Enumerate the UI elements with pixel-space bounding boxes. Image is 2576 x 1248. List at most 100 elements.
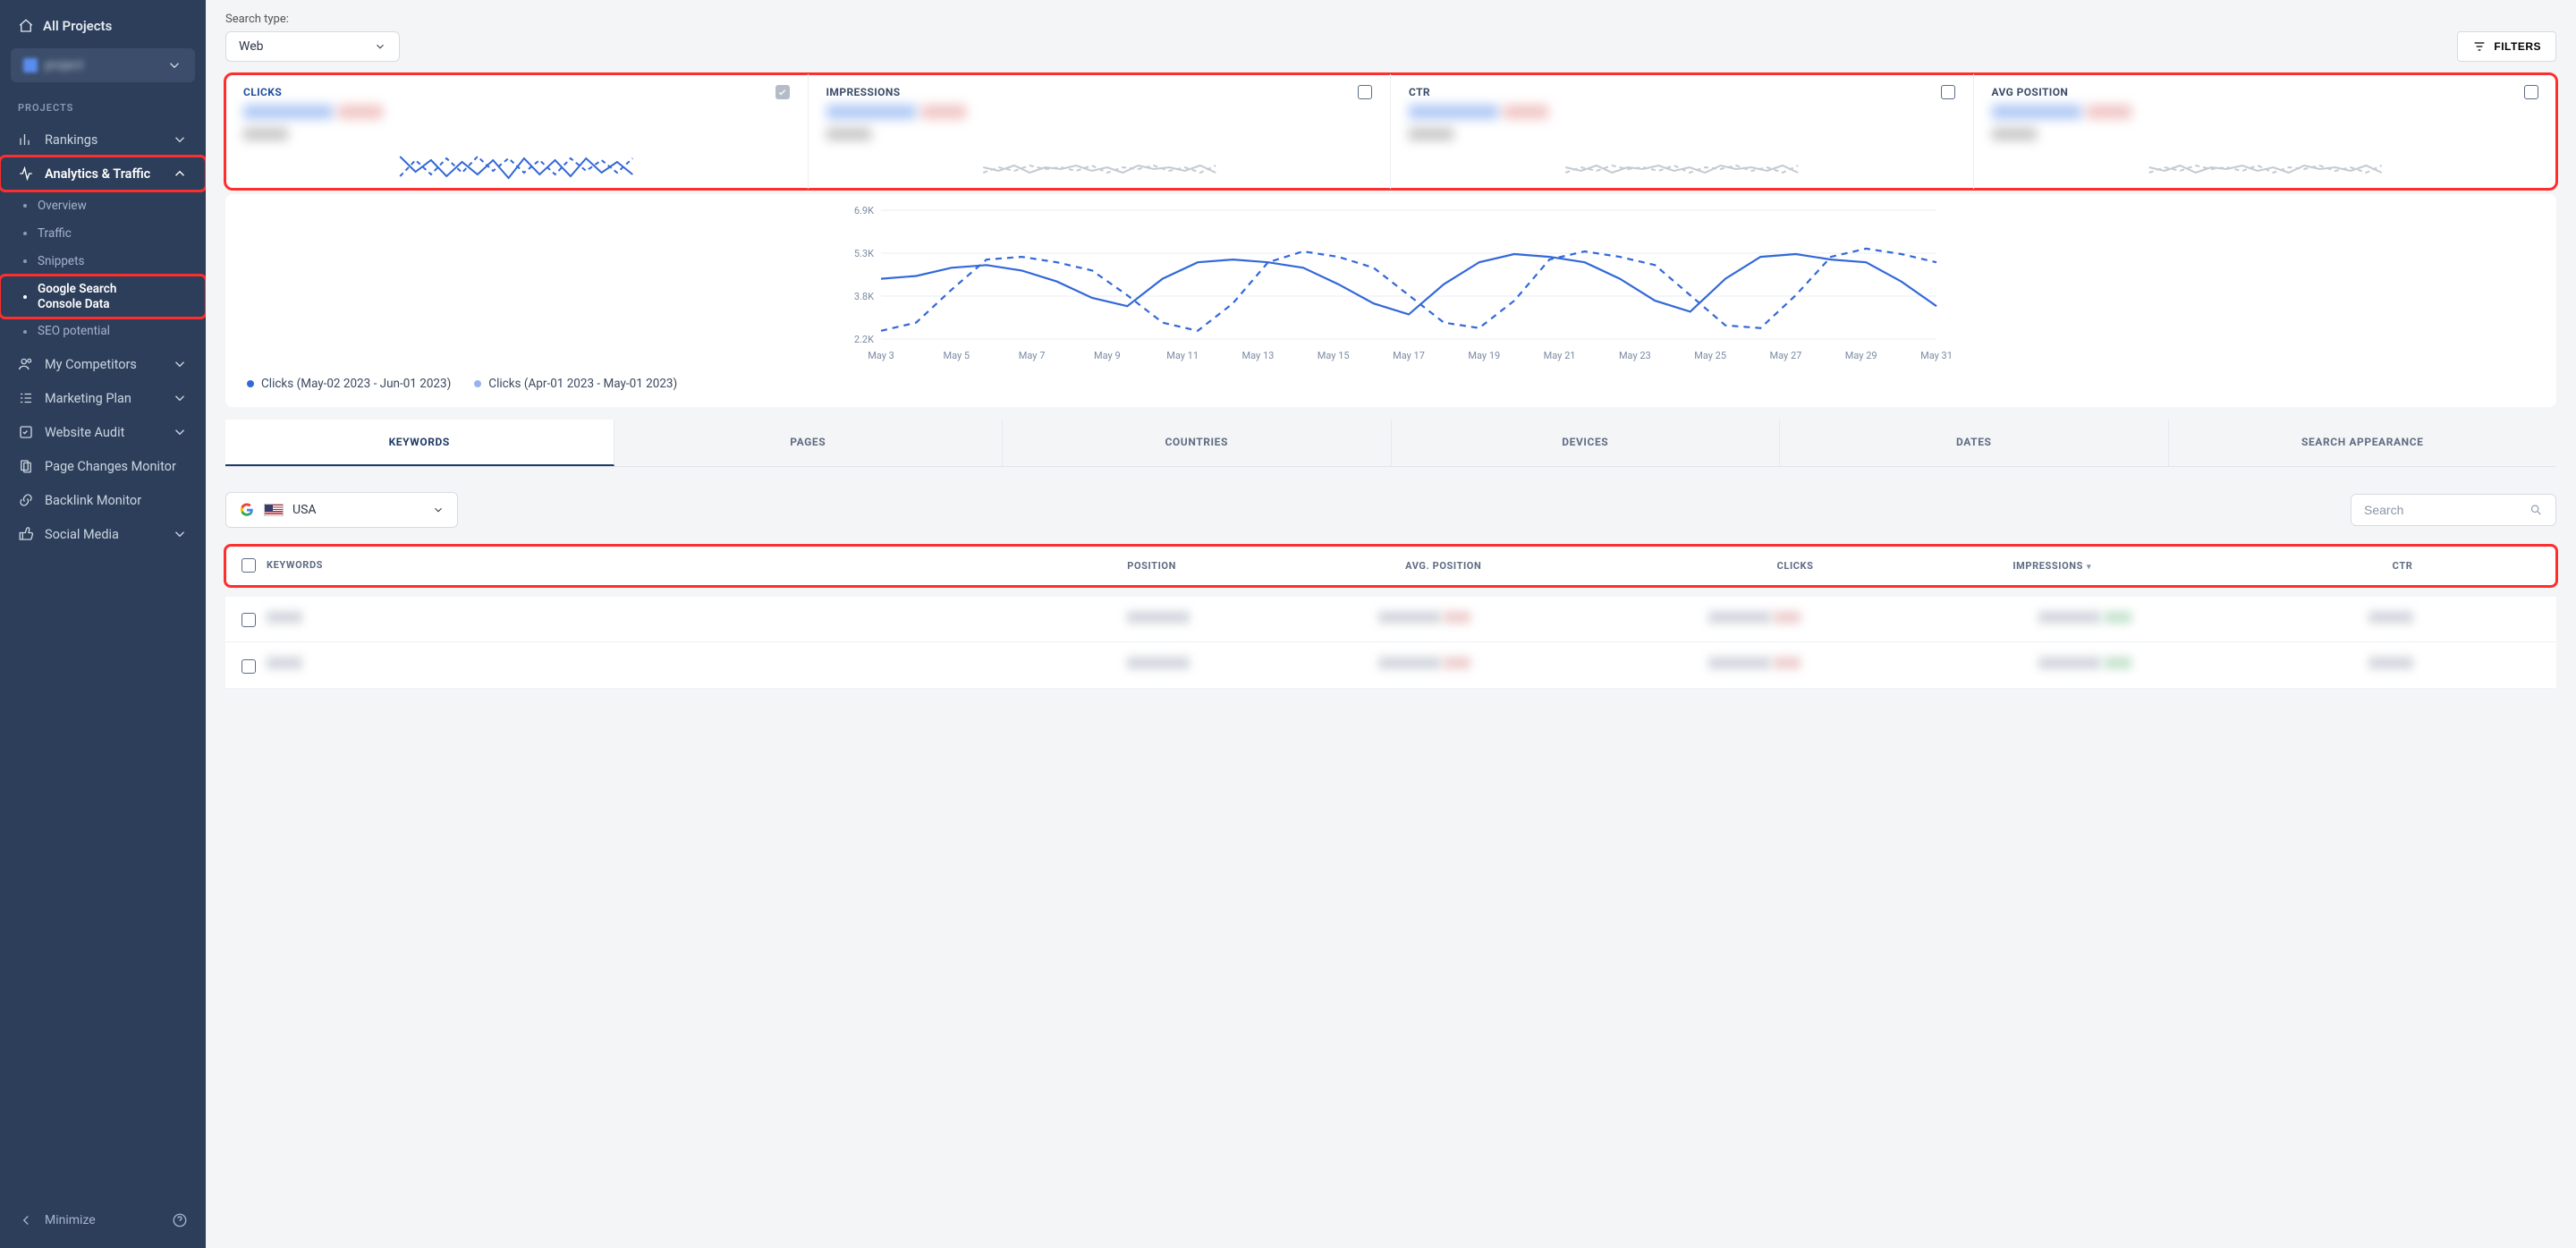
legend-dot-solid-icon (247, 380, 254, 387)
metric-card-ctr[interactable]: CTR (1391, 74, 1974, 189)
tab-keywords[interactable]: KEYWORDS (225, 420, 614, 466)
chevron-down-icon (172, 356, 188, 372)
col-ctr[interactable]: CTR (2377, 546, 2556, 586)
svg-text:May 23: May 23 (1619, 350, 1651, 361)
users-icon (18, 356, 34, 372)
nav-sub-overview[interactable]: Overview (0, 192, 206, 220)
metric-values-blurred (243, 99, 790, 140)
metric-values-blurred (826, 99, 1373, 140)
metric-sparkline (826, 140, 1373, 185)
minimize-button[interactable]: Minimize (0, 1202, 206, 1237)
metric-checkbox[interactable] (1941, 85, 1955, 99)
all-projects-link[interactable]: All Projects (18, 18, 188, 34)
nav-sub-gsc-data[interactable]: Google Search Console Data (0, 276, 206, 318)
legend-dot-dashed-icon (474, 380, 481, 387)
nav-website-audit[interactable]: Website Audit (0, 415, 206, 449)
chart-legend: Clicks (May-02 2023 - Jun-01 2023) Click… (247, 377, 2535, 391)
flag-us-icon (264, 504, 284, 516)
metric-sparkline (243, 140, 790, 185)
ctr-blurred (2368, 657, 2413, 669)
tab-search-appearance[interactable]: SEARCH APPEARANCE (2169, 420, 2557, 466)
nav-sub-snippets[interactable]: Snippets (0, 248, 206, 276)
activity-icon (18, 166, 34, 182)
chevron-down-icon (172, 526, 188, 542)
table-search-box[interactable] (2351, 494, 2556, 526)
nav-page-changes[interactable]: Page Changes Monitor (0, 449, 206, 483)
project-selector[interactable]: project (11, 48, 195, 82)
metric-title: CLICKS (243, 86, 282, 98)
tab-countries[interactable]: COUNTRIES (1003, 420, 1392, 466)
pages-icon (18, 458, 34, 474)
nav-sub-seo-potential[interactable]: SEO potential (0, 318, 206, 345)
chevron-up-icon (172, 166, 188, 182)
metric-card-clicks[interactable]: CLICKS (225, 74, 809, 189)
svg-text:3.8K: 3.8K (854, 291, 874, 302)
nav-label: Rankings (45, 132, 97, 148)
row-checkbox[interactable] (242, 659, 256, 674)
row-checkbox[interactable] (242, 613, 256, 627)
col-avg-position[interactable]: AVG. POSITION (1389, 546, 1760, 586)
sidebar-nav: Rankings Analytics & Traffic Overview Tr… (0, 123, 206, 1202)
table-row[interactable] (225, 597, 2556, 642)
impressions-blurred (2038, 657, 2101, 669)
position-blurred (1127, 657, 1190, 669)
position-blurred (1127, 611, 1190, 624)
svg-text:May 7: May 7 (1019, 350, 1046, 361)
nav-label: Marketing Plan (45, 391, 131, 406)
link-icon (18, 492, 34, 508)
legend-label: Clicks (May-02 2023 - Jun-01 2023) (261, 377, 451, 391)
nav-label: Backlink Monitor (45, 493, 141, 508)
metric-values-blurred (1409, 99, 1955, 140)
chevron-down-icon (374, 40, 386, 53)
clicks-blurred (1708, 657, 1771, 669)
home-icon (18, 18, 34, 34)
col-position[interactable]: POSITION (1111, 546, 1389, 586)
country-select[interactable]: USA (225, 492, 458, 528)
nav-social-media[interactable]: Social Media (0, 517, 206, 551)
kw-cell-blurred (267, 611, 302, 624)
nav-competitors[interactable]: My Competitors (0, 347, 206, 381)
tab-dates[interactable]: DATES (1780, 420, 2169, 466)
metric-card-impressions[interactable]: IMPRESSIONS (809, 74, 1392, 189)
audit-icon (18, 424, 34, 440)
nav-marketing-plan[interactable]: Marketing Plan (0, 381, 206, 415)
table-search-input[interactable] (2364, 503, 2529, 517)
metric-title: CTR (1409, 86, 1430, 98)
metric-checkbox[interactable] (775, 85, 790, 99)
legend-label: Clicks (Apr-01 2023 - May-01 2023) (488, 377, 677, 391)
nav-backlink-monitor[interactable]: Backlink Monitor (0, 483, 206, 517)
table-row[interactable] (225, 642, 2556, 688)
metric-cards-row: CLICKS IMPRESSIONS CTR (225, 74, 2556, 189)
col-keywords[interactable]: KEYWORDS (225, 546, 1111, 586)
metric-checkbox[interactable] (2524, 85, 2538, 99)
metric-checkbox[interactable] (1358, 85, 1372, 99)
tab-pages[interactable]: PAGES (614, 420, 1004, 466)
tab-devices[interactable]: DEVICES (1392, 420, 1781, 466)
impressions-blurred (2038, 611, 2101, 624)
legend-item-current: Clicks (May-02 2023 - Jun-01 2023) (247, 377, 451, 391)
col-clicks[interactable]: CLICKS (1761, 546, 1997, 586)
google-icon (239, 502, 255, 518)
select-all-checkbox[interactable] (242, 558, 256, 573)
chevron-down-icon (432, 504, 445, 516)
metric-title: IMPRESSIONS (826, 86, 901, 98)
metric-sparkline (1409, 140, 1955, 185)
chevron-down-icon (172, 390, 188, 406)
nav-rankings[interactable]: Rankings (0, 123, 206, 157)
help-icon[interactable] (172, 1212, 188, 1228)
svg-text:May 31: May 31 (1920, 350, 1953, 361)
ctr-blurred (2368, 611, 2413, 624)
filters-button[interactable]: FILTERS (2457, 31, 2556, 62)
metric-card-avg-position[interactable]: AVG POSITION (1974, 74, 2557, 189)
nav-analytics-traffic[interactable]: Analytics & Traffic (0, 157, 206, 191)
keywords-table-body (225, 597, 2556, 689)
col-impressions[interactable]: IMPRESSIONS▾ (1996, 546, 2376, 586)
svg-text:May 19: May 19 (1468, 350, 1500, 361)
svg-text:May 21: May 21 (1544, 350, 1576, 361)
nav-analytics-sub: Overview Traffic Snippets Google Search … (0, 191, 206, 347)
search-type-select[interactable]: Web (225, 31, 400, 62)
svg-text:May 11: May 11 (1166, 350, 1199, 361)
metric-title: AVG POSITION (1992, 86, 2069, 98)
svg-text:May 29: May 29 (1845, 350, 1877, 361)
nav-sub-traffic[interactable]: Traffic (0, 220, 206, 248)
